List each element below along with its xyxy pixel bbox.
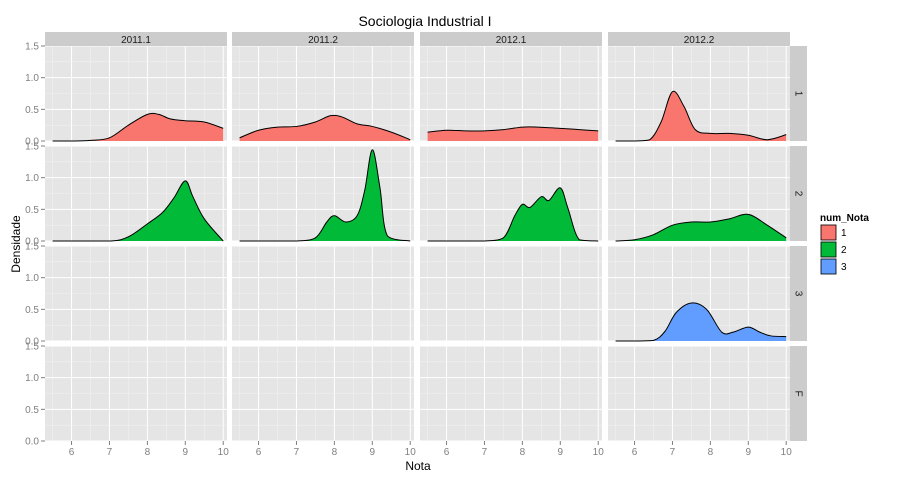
density-area-2012-2-row-2: [615, 214, 787, 241]
strip-column-2011-2: [232, 32, 414, 46]
legend-label-1: 1: [841, 228, 847, 239]
strip-label-column: 2012.1: [496, 35, 527, 46]
y-tick-label: 1.5: [25, 142, 39, 153]
y-tick-label: 0.0: [25, 237, 39, 248]
x-tick-label: 7: [482, 447, 488, 458]
strip-column-2012-1: [420, 32, 602, 46]
x-tick-label: 9: [558, 447, 564, 458]
strip-label-row: F: [793, 390, 804, 396]
legend-title: num_Nota: [820, 213, 869, 224]
x-tick-label: 6: [69, 447, 75, 458]
x-tick-label: 10: [593, 447, 605, 458]
y-tick-label: 0.0: [25, 137, 39, 148]
y-tick-label: 1.0: [25, 373, 39, 384]
y-tick-label: 1.0: [25, 73, 39, 84]
legend-label-3: 3: [841, 262, 847, 273]
x-tick-label: 8: [520, 447, 526, 458]
strip-label-column: 2012.2: [684, 35, 715, 46]
strip-label-row: 1: [793, 91, 804, 97]
x-tick-label: 10: [781, 447, 793, 458]
strip-row-1: [790, 46, 807, 141]
strip-label-row: 2: [793, 191, 804, 197]
x-tick-label: 9: [746, 447, 752, 458]
density-area-2012-1-row-2: [427, 187, 599, 241]
density-line-2012-2-row-2: [615, 213, 787, 242]
x-tick-label: 8: [332, 447, 338, 458]
strip-label-row: 3: [793, 291, 804, 297]
x-tick-label: 6: [444, 447, 450, 458]
density-area-2012-2-row-3: [615, 302, 787, 341]
density-line-2012-1-row-1: [427, 126, 599, 133]
panel-2012-2-row-f: [608, 345, 790, 442]
density-area-2011-2-row-2: [239, 149, 411, 241]
x-tick-label: 6: [256, 447, 262, 458]
x-tick-label: 10: [405, 447, 417, 458]
facet-panels: [45, 45, 790, 442]
density-line-2011-1-row-1: [52, 112, 224, 142]
legend-swatch-1: [820, 224, 837, 241]
y-axis-title: Densidade: [9, 215, 23, 273]
y-tick-label: 0.5: [25, 305, 39, 316]
y-tick-label: 0.0: [25, 337, 39, 348]
panel-2011-2-row-2: [232, 145, 414, 242]
y-tick-label: 0.5: [25, 205, 39, 216]
x-tick-label: 6: [632, 447, 638, 458]
x-axis-title: Nota: [405, 459, 431, 473]
x-tick-label: 8: [145, 447, 151, 458]
x-tick-label: 7: [670, 447, 676, 458]
strip-column-2011-1: [45, 32, 227, 46]
strip-label-column: 2011.1: [121, 35, 151, 46]
panel-2011-2-row-f: [232, 345, 414, 442]
x-tick-label: 9: [183, 447, 189, 458]
y-tick-label: 0.5: [25, 405, 39, 416]
x-tick-label: 10: [218, 447, 230, 458]
axes: 0.00.51.01.50.00.51.01.50.00.51.01.50.00…: [25, 42, 792, 459]
panel-2011-1-row-3: [45, 245, 227, 342]
panel-2011-2-row-3: [232, 245, 414, 342]
density-line-2012-2-row-1: [615, 90, 787, 142]
density-line-2011-2-row-2: [239, 149, 411, 242]
legend-swatch-2: [820, 241, 837, 258]
legend: num_Nota 1 2 3: [819, 213, 869, 276]
panel-2012-1-row-f: [420, 345, 602, 442]
density-line-2011-2-row-1: [239, 114, 411, 141]
density-area-2012-1-row-1: [427, 126, 599, 141]
density-line-2012-2-row-3: [615, 302, 787, 342]
y-tick-label: 0.5: [25, 105, 39, 116]
strip-row-2: [790, 146, 807, 241]
y-tick-label: 1.0: [25, 173, 39, 184]
strip-column-2012-2: [608, 32, 790, 46]
density-area-2011-1-row-2: [52, 180, 224, 241]
x-tick-label: 8: [708, 447, 714, 458]
chart-title: Sociologia Industrial I: [358, 13, 491, 29]
density-area-2011-2-row-1: [239, 115, 411, 141]
panel-2012-1-row-3: [420, 245, 602, 342]
legend-label-2: 2: [841, 245, 847, 256]
panel-2011-1-row-f: [45, 345, 227, 442]
legend-swatch-3: [820, 258, 837, 275]
facet-strips: 2011.1 2011.2 2012.1 2012.2 1 2 3 F: [45, 32, 807, 441]
x-tick-label: 9: [370, 447, 376, 458]
density-line-2011-1-row-2: [52, 180, 224, 242]
y-tick-label: 0.0: [25, 437, 39, 448]
x-tick-label: 7: [294, 447, 300, 458]
strip-row-3: [790, 246, 807, 341]
y-tick-label: 1.5: [25, 242, 39, 253]
y-tick-label: 1.5: [25, 342, 39, 353]
panel-2012-1-row-1: [420, 45, 602, 142]
y-tick-label: 1.5: [25, 42, 39, 53]
strip-row-f: [790, 346, 807, 441]
density-line-2012-1-row-2: [427, 187, 599, 242]
panel-2012-2-row-1: [608, 45, 790, 142]
y-tick-label: 1.0: [25, 273, 39, 284]
strip-label-column: 2011.2: [308, 35, 338, 46]
x-tick-label: 7: [107, 447, 113, 458]
